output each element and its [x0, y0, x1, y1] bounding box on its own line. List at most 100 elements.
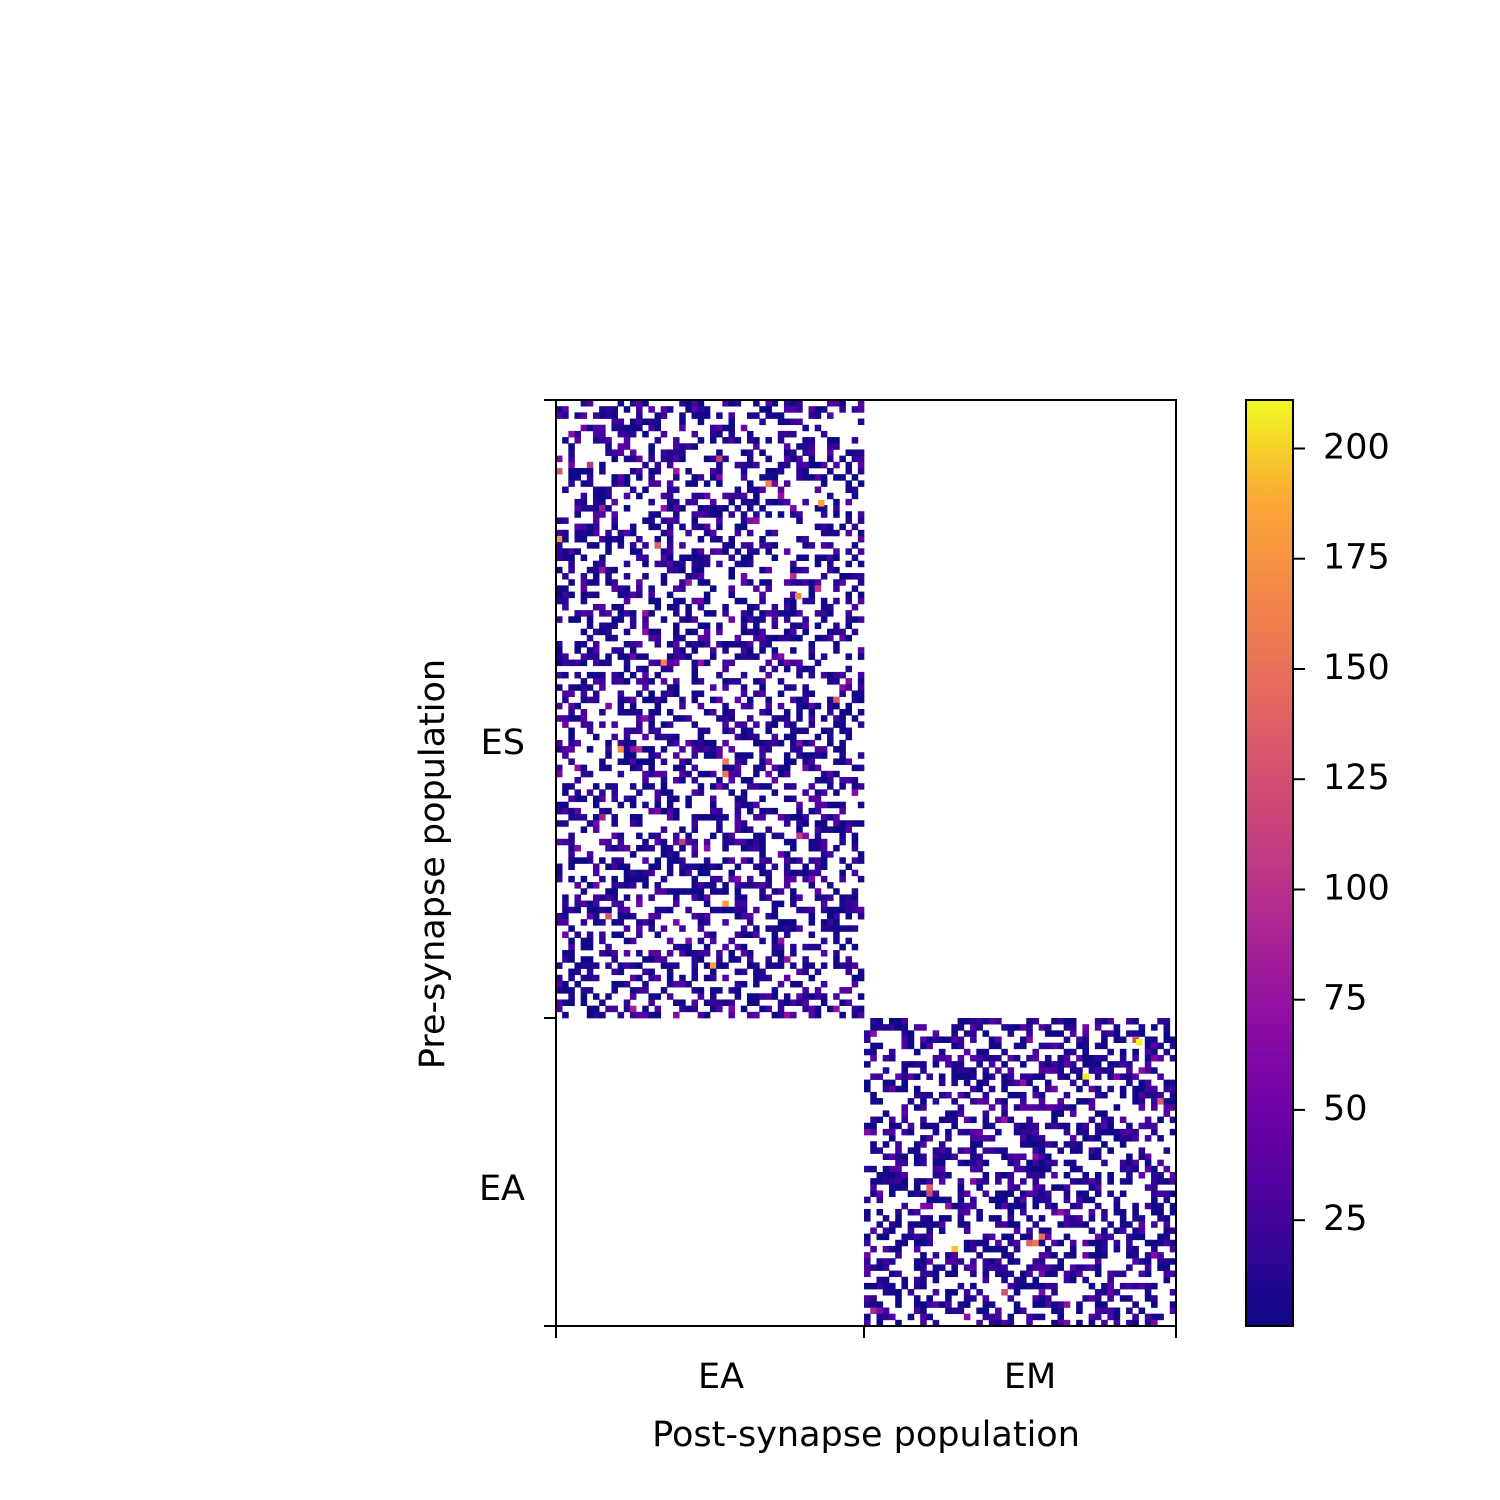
heatmap-cell	[1138, 1172, 1146, 1179]
heatmap-cell	[592, 1011, 600, 1019]
heatmap-cell	[759, 591, 766, 599]
heatmap-cell	[790, 746, 797, 753]
heatmap-cell	[691, 863, 699, 871]
heatmap-cell	[623, 474, 631, 481]
heatmap-cell	[759, 610, 766, 617]
heatmap-cell	[722, 647, 729, 654]
heatmap-cell	[988, 1085, 996, 1093]
heatmap-cell	[1051, 1159, 1058, 1167]
heatmap-cell	[580, 591, 588, 599]
heatmap-cell	[691, 882, 699, 889]
heatmap-cell	[629, 709, 637, 716]
heatmap-cell	[845, 449, 853, 456]
heatmap-cell	[660, 776, 668, 784]
heatmap-cell	[599, 999, 606, 1006]
heatmap-cell	[920, 1301, 927, 1308]
heatmap-cell	[1107, 1030, 1114, 1037]
heatmap-cell	[660, 529, 668, 537]
heatmap-cell	[851, 616, 859, 623]
heatmap-cell	[654, 542, 662, 549]
heatmap-cell	[753, 498, 760, 506]
heatmap-cell	[857, 1011, 865, 1019]
heatmap-cell	[691, 548, 699, 555]
heatmap-cell	[648, 715, 655, 722]
heatmap-cell	[839, 801, 846, 809]
heatmap-cell	[888, 1135, 896, 1142]
heatmap-cell	[864, 1270, 871, 1278]
heatmap-cell	[957, 1128, 965, 1136]
heatmap-cell	[648, 659, 655, 667]
heatmap-cell	[1051, 1061, 1058, 1068]
heatmap-cell	[599, 709, 606, 716]
heatmap-cell	[710, 770, 717, 778]
heatmap-cell	[673, 610, 680, 617]
heatmap-cell	[666, 962, 674, 969]
heatmap-cell	[1138, 1282, 1146, 1290]
heatmap-cell	[907, 1122, 915, 1130]
heatmap-cell	[710, 467, 717, 475]
heatmap-cell	[642, 554, 649, 562]
heatmap-cell	[845, 894, 853, 901]
heatmap-cell	[562, 999, 569, 1006]
heatmap-cell	[932, 1276, 940, 1284]
heatmap-cell	[611, 882, 618, 889]
heatmap-cell	[1101, 1215, 1108, 1222]
heatmap-cell	[666, 844, 674, 852]
heatmap-cell	[808, 783, 816, 790]
heatmap-cell	[920, 1178, 927, 1185]
heatmap-cell	[746, 548, 754, 555]
heatmap-cell	[771, 807, 779, 815]
heatmap-cell	[642, 671, 649, 679]
heatmap-cell	[1169, 1202, 1177, 1210]
heatmap-cell	[1126, 1073, 1133, 1080]
heatmap-cell	[611, 894, 618, 901]
heatmap-cell	[771, 733, 779, 741]
heatmap-cell	[1144, 1313, 1152, 1321]
heatmap-cell	[1132, 1215, 1139, 1222]
heatmap-cell	[796, 857, 803, 864]
heatmap-cell	[783, 628, 791, 636]
heatmap-cell	[1138, 1098, 1146, 1105]
heatmap-cell	[1032, 1159, 1040, 1167]
heatmap-cell	[982, 1067, 990, 1074]
heatmap-cell	[759, 616, 766, 623]
heatmap-cell	[586, 943, 594, 951]
heatmap-cell	[796, 820, 803, 827]
heatmap-cell	[957, 1067, 965, 1074]
heatmap-cell	[592, 696, 600, 704]
heatmap-cell	[1013, 1245, 1021, 1253]
heatmap-cell	[592, 783, 600, 790]
heatmap-cell	[1101, 1208, 1108, 1216]
heatmap-cell	[629, 962, 637, 969]
heatmap-cell	[562, 659, 569, 667]
heatmap-cell	[654, 597, 662, 605]
heatmap-cell	[1094, 1295, 1102, 1302]
heatmap-cell	[703, 931, 711, 939]
heatmap-cell	[562, 931, 569, 939]
heatmap-cell	[1013, 1128, 1021, 1136]
heatmap-cell	[820, 906, 828, 914]
heatmap-cell	[740, 758, 748, 765]
heatmap-cell	[820, 461, 828, 469]
heatmap-cell	[623, 628, 631, 636]
heatmap-cell	[599, 950, 606, 957]
heatmap-cell	[790, 925, 797, 932]
heatmap-cell	[783, 455, 791, 463]
heatmap-cell	[839, 721, 846, 728]
heatmap-cell	[1001, 1147, 1008, 1154]
heatmap-cell	[814, 1005, 822, 1013]
heatmap-cell	[783, 418, 791, 426]
heatmap-cell	[654, 1005, 662, 1013]
heatmap-cell	[1107, 1307, 1114, 1315]
heatmap-cell	[1151, 1048, 1158, 1056]
heatmap-cell	[611, 931, 618, 939]
heatmap-cell	[1082, 1054, 1089, 1062]
heatmap-cell	[759, 449, 766, 456]
heatmap-cell	[1063, 1270, 1071, 1278]
heatmap-cell	[963, 1208, 971, 1216]
heatmap-cell	[1051, 1239, 1058, 1247]
heatmap-cell	[814, 474, 822, 481]
heatmap-cell	[734, 807, 742, 815]
heatmap-cell	[697, 770, 705, 778]
heatmap-cell	[1032, 1190, 1040, 1197]
